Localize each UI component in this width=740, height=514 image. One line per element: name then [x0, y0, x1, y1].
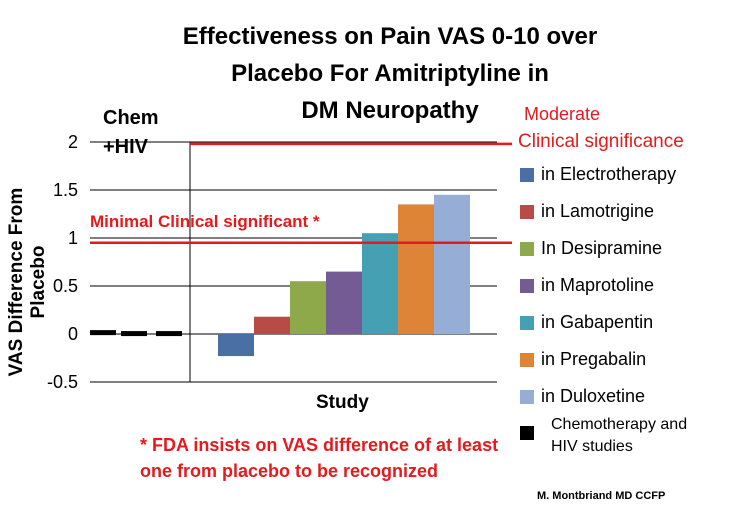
- legend-swatch: [520, 204, 534, 219]
- y-tick-label: 1.5: [53, 180, 78, 200]
- chart-title: Effectiveness on Pain VAS 0-10 over Plac…: [182, 23, 598, 124]
- legend-label: in Duloxetine: [541, 386, 646, 406]
- legend-label: In Desipramine: [541, 238, 663, 258]
- minimal-line-label: Minimal Clinical significant *: [90, 212, 320, 231]
- fda-footnote: * FDA insists on VAS difference of at le…: [140, 435, 499, 481]
- legend-swatch: [520, 241, 534, 256]
- bar: [398, 204, 434, 334]
- legend: in Electrotherapy in Lamotrigine In Desi…: [520, 156, 676, 415]
- legend-item: in Maprotoline: [520, 267, 676, 304]
- legend-label: in Pregabalin: [541, 349, 647, 369]
- bar: [254, 316, 290, 334]
- legend-label: in Electrotherapy: [541, 164, 677, 184]
- bar: [326, 271, 362, 334]
- chemo-bar: [156, 331, 182, 337]
- legend-swatch: [520, 315, 534, 330]
- legend-label: in Gabapentin: [541, 312, 654, 332]
- bar: [362, 233, 398, 334]
- clinical-significance-label: Clinical significance: [518, 131, 684, 152]
- chemo-bar: [121, 331, 147, 337]
- y-tick-label: 0.5: [53, 276, 78, 296]
- y-tick-label: 1: [68, 228, 78, 248]
- legend-swatch: [520, 352, 534, 367]
- legend-swatch: [520, 426, 534, 440]
- legend-item: In Desipramine: [520, 230, 676, 267]
- x-axis-label: Study: [316, 392, 369, 413]
- legend-swatch: [520, 389, 534, 404]
- author-credit: M. Montbriand MD CCFP: [537, 490, 666, 502]
- legend-label: in Maprotoline: [541, 275, 655, 295]
- bar: [218, 334, 254, 357]
- y-tick-label: 0: [68, 324, 78, 344]
- y-tick-label: 2: [68, 132, 78, 152]
- moderate-line-label: Moderate: [524, 104, 601, 124]
- legend-item: in Duloxetine: [520, 378, 676, 415]
- legend-label: in Lamotrigine: [541, 201, 655, 221]
- legend-item: in Pregabalin: [520, 341, 676, 378]
- bar: [434, 194, 470, 334]
- legend-item: in Electrotherapy: [520, 156, 676, 193]
- legend-swatch: [520, 278, 534, 293]
- legend-item: in Lamotrigine: [520, 193, 676, 230]
- chemo-bar: [90, 330, 116, 336]
- legend-item-chemo: Chemotherapy and HIV studies: [520, 414, 687, 458]
- bar: [290, 281, 326, 334]
- legend-label: Chemotherapy and HIV studies: [551, 416, 688, 455]
- legend-swatch: [520, 167, 534, 182]
- legend-item: in Gabapentin: [520, 304, 676, 341]
- y-tick-label: -0.5: [47, 372, 78, 392]
